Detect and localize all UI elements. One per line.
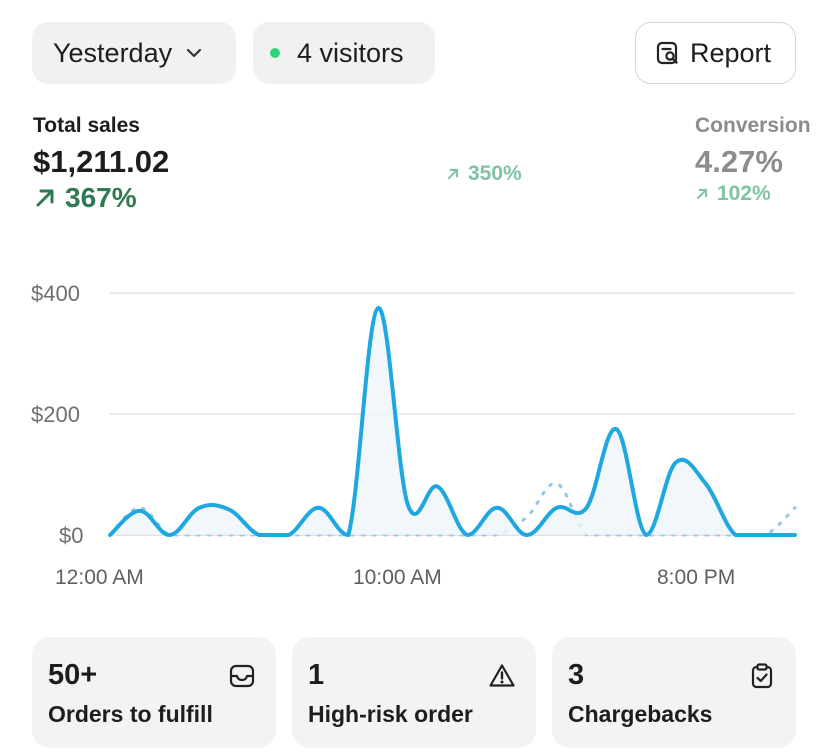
sales-chart[interactable]: $400 $200 $0 12:00 AM 10:00 AM 8:00 PM (0, 270, 828, 600)
card-label: High-risk order (308, 701, 473, 727)
date-range-label: Yesterday (53, 37, 173, 68)
metric-delta-value: 367% (65, 182, 137, 213)
arrow-up-right-icon (696, 188, 708, 200)
card-number: 3 (568, 659, 585, 691)
clipboard-check-icon (748, 662, 776, 690)
card-number: 1 (308, 659, 325, 691)
series-area (110, 307, 795, 535)
arrow-up-right-icon (36, 189, 54, 207)
chevron-down-icon (186, 48, 202, 58)
x-tick-label: 8:00 PM (657, 566, 736, 589)
card-number: 50+ (48, 659, 98, 691)
date-range-selector[interactable]: Yesterday (32, 22, 236, 84)
visitors-count: 4 visitors (297, 37, 404, 68)
metric-value: $1,211.02 (33, 144, 170, 179)
metric-sessions[interactable]: 350% (446, 114, 522, 186)
metric-delta: 367% (33, 182, 169, 214)
report-label: Report (690, 37, 772, 68)
report-button[interactable]: Report (635, 22, 796, 84)
metric-delta: 102% (695, 182, 811, 206)
card-label: Chargebacks (568, 701, 713, 727)
chart-plot (108, 292, 797, 537)
chargebacks-card[interactable]: 3 Chargebacks (552, 637, 796, 748)
live-status-dot (270, 48, 280, 58)
x-tick-label: 10:00 AM (353, 566, 442, 589)
inbox-icon (228, 662, 256, 690)
live-visitors-button[interactable]: 4 visitors (253, 22, 435, 84)
metric-label: Total sales (33, 114, 140, 137)
arrow-up-right-icon (447, 168, 459, 180)
metric-total-sales[interactable]: Total sales $1,211.02 367% (33, 114, 169, 214)
high-risk-order-card[interactable]: 1 High-risk order (292, 637, 536, 748)
metric-delta: 350% (446, 162, 522, 186)
warning-icon (488, 662, 516, 690)
y-tick-label: $200 (31, 402, 80, 427)
metric-delta-value: 350% (468, 162, 522, 185)
metric-value: 4.27% (695, 144, 783, 179)
sales-series-line (108, 306, 797, 537)
x-tick-label: 12:00 AM (55, 566, 144, 589)
card-label: Orders to fulfill (48, 701, 213, 727)
y-tick-label: $0 (59, 523, 84, 548)
metric-label: Conversion (695, 114, 811, 137)
metric-delta-value: 102% (717, 182, 771, 205)
metric-conversion[interactable]: Conversion 4.27% 102% (695, 114, 811, 206)
report-icon (655, 40, 681, 66)
y-tick-label: $400 (31, 281, 80, 306)
metric-label (446, 114, 522, 140)
orders-to-fulfill-card[interactable]: 50+ Orders to fulfill (32, 637, 276, 748)
